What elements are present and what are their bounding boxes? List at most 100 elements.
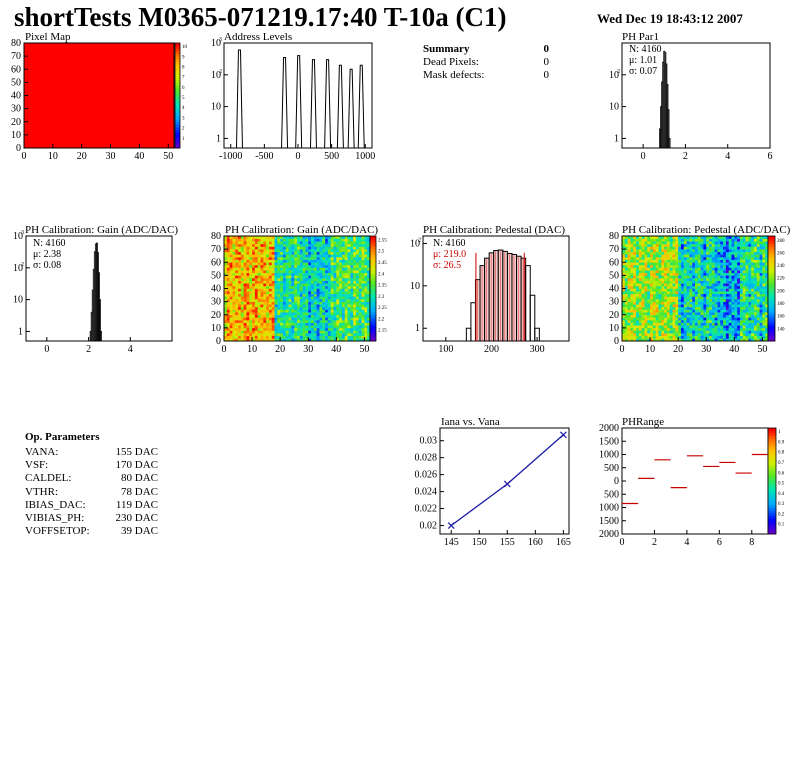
gain-map-cell	[238, 246, 242, 250]
pedestal-map-cell	[723, 283, 727, 287]
pedestal-map-cell	[689, 304, 693, 308]
gain-map-cell	[254, 272, 258, 276]
gain-map-cell	[280, 243, 284, 247]
pedestal-map-cell	[756, 291, 760, 295]
gain-map-cell	[254, 322, 258, 326]
gain-map-cell	[238, 236, 242, 239]
pedestal-map-cell	[762, 259, 766, 263]
gain-map-cell	[229, 249, 233, 253]
gain-map-cell	[344, 293, 348, 297]
gain-map-cell	[327, 246, 331, 250]
gain-map-cell	[285, 320, 289, 323]
gain-map-cell	[224, 241, 228, 245]
gain-map-cell	[336, 241, 340, 245]
gain-map-cell	[339, 238, 343, 242]
pedestal-map-cell	[655, 257, 659, 260]
pedestal-map-cell	[745, 304, 749, 308]
pedestal-map-cell	[728, 304, 732, 308]
gain-map-cell	[339, 249, 343, 253]
pedestal-map-cell	[728, 306, 732, 310]
pedestal-map-cell	[720, 249, 724, 253]
gain-map-cell	[224, 338, 228, 342]
gain-map-cell	[288, 257, 292, 260]
gain-map-cell	[268, 320, 273, 323]
gain-map-cell	[322, 283, 326, 287]
gain-map-cell	[316, 238, 320, 242]
pedestal-map-cell	[731, 264, 735, 268]
pedestal-map-cell	[695, 296, 699, 300]
pedestal-map-cell	[644, 285, 648, 289]
pedestal-map-cell	[759, 335, 763, 339]
pedestal-map-cell	[765, 338, 769, 342]
gain-map-cell	[330, 238, 334, 242]
gain-map-cell	[257, 301, 261, 305]
pedestal-map-cell	[658, 262, 662, 266]
pedestal-map-cell	[720, 327, 724, 331]
pedestal-map-cell	[644, 257, 648, 260]
pedestal-map-cell	[759, 291, 763, 295]
gain-map-cell	[288, 301, 292, 305]
gain-map-cell	[277, 272, 281, 276]
pedestal-map-cell	[652, 283, 656, 287]
pedestal-map-cell	[709, 243, 713, 247]
pedestal-map-cell	[731, 243, 735, 247]
pedestal-map-cell	[644, 238, 648, 242]
pedestal-map-cell	[627, 330, 631, 334]
pedestal-map-cell	[658, 338, 662, 342]
gain-map-cell	[266, 270, 270, 274]
gain-map-cell	[277, 264, 281, 268]
pedestal-map-cell	[678, 283, 682, 287]
gain-map-cell	[277, 296, 281, 300]
pedestal-map-cell	[692, 251, 696, 255]
pedestal-map-cell	[745, 272, 749, 276]
gain-map-cell	[294, 288, 298, 292]
gain-map-cell	[311, 241, 315, 245]
pedestal-map-cell	[675, 257, 679, 260]
pedestal-map-cell	[725, 312, 729, 316]
stat-n: N: 4160	[33, 238, 66, 249]
pedestal-map-cell	[756, 330, 760, 334]
gain-map-cell	[358, 325, 362, 329]
gain-map-cell	[280, 238, 284, 242]
gain-map-cell	[302, 301, 306, 305]
gain-map-cell	[246, 309, 250, 313]
pedestal-map-cell	[658, 306, 662, 310]
gain-map-cell	[330, 296, 334, 300]
gain-map-cell	[226, 314, 230, 318]
pedestal-map-cell	[641, 306, 645, 310]
pedestal-map-cell	[711, 238, 715, 242]
gain-map-cell	[305, 317, 309, 321]
gain-map-cell	[235, 335, 239, 339]
pedestal-map-cell	[734, 288, 738, 292]
pedestal-map-colorbar-swatch	[768, 306, 775, 310]
gain-map-cell	[294, 270, 298, 274]
gain-map-cell	[254, 293, 258, 297]
pedestal-map-cell	[709, 301, 713, 305]
pedestal-map-cell	[689, 333, 693, 337]
pedestal-hist-x-tick-label: 100	[438, 344, 453, 355]
gain-map-cell	[319, 309, 323, 313]
pedestal-map-cell	[706, 241, 710, 245]
gain-map-cell	[311, 238, 315, 242]
pedestal-map-cell	[641, 285, 645, 289]
pedestal-map-cell	[666, 291, 671, 295]
gain-map-cell	[344, 327, 348, 331]
pedestal-map-cell	[652, 254, 656, 258]
gain-map-cell	[282, 246, 287, 250]
pedestal-map-cell	[624, 241, 628, 245]
pixel-map-x-tick-label: 20	[77, 151, 87, 162]
gain-map-cell	[249, 236, 253, 239]
gain-map-title: PH Calibration: Gain (ADC/DAC)	[225, 224, 379, 236]
pedestal-map-cell	[661, 338, 665, 342]
gain-map-cell	[341, 317, 346, 321]
address-level-peak	[309, 59, 317, 149]
pedestal-map-cell	[661, 320, 665, 323]
ph-par1-stats: N: 4160 μ: 1.01 σ: 0.07	[629, 44, 662, 77]
pedestal-map-cell	[745, 320, 749, 323]
pedestal-map-cell	[666, 243, 671, 247]
pedestal-map-cell	[622, 314, 626, 318]
pedestal-map-cell	[731, 267, 735, 271]
pixel-map-y-tick-label: 10	[11, 130, 21, 141]
pedestal-map-cell	[731, 333, 735, 337]
gain-map-cell	[249, 312, 253, 316]
